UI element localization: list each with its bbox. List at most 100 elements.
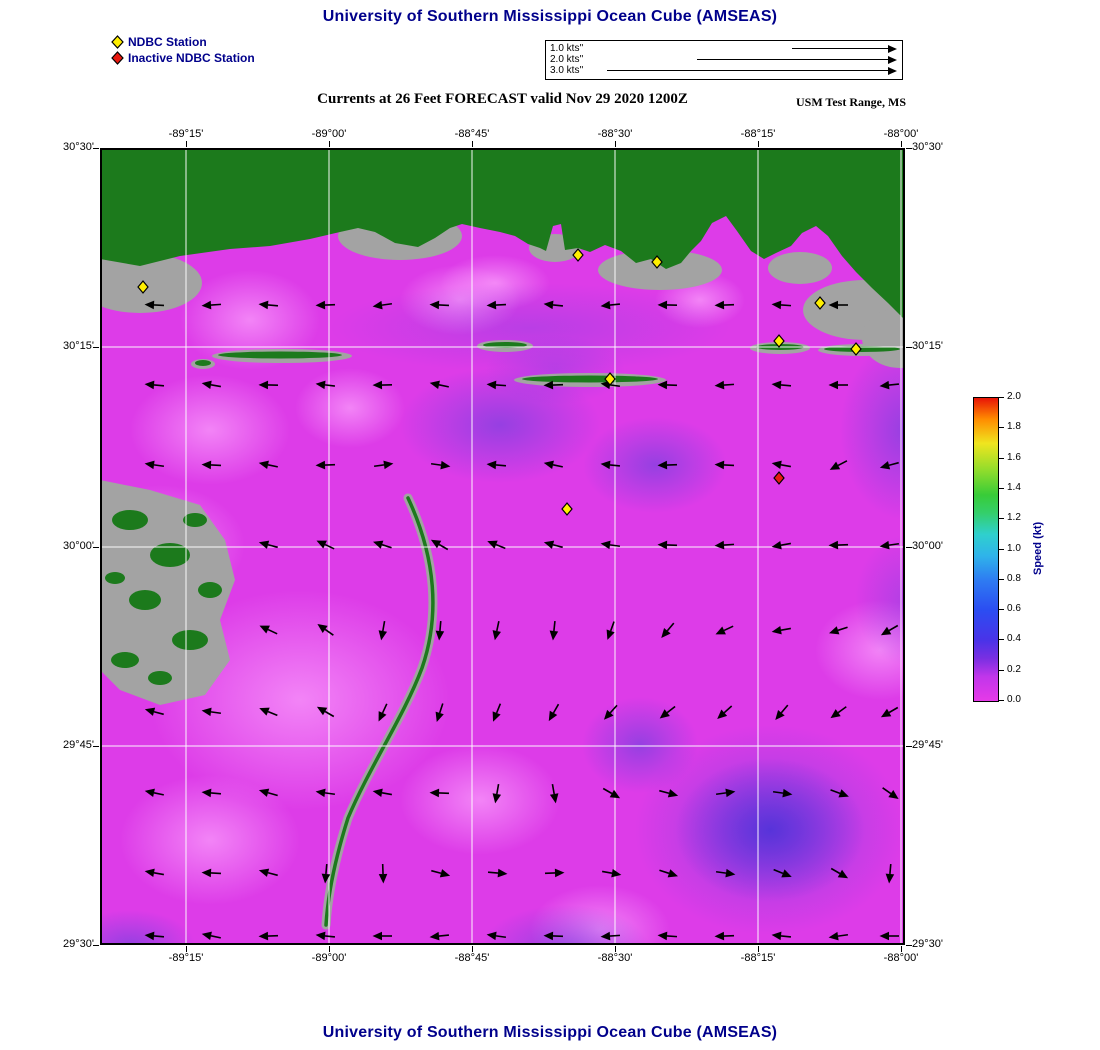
current-vector	[600, 931, 621, 941]
current-vector	[317, 623, 334, 636]
current-vector	[144, 931, 165, 941]
x-tick-label: -88°00'	[883, 952, 919, 964]
current-vector	[882, 787, 899, 800]
x-tick-label: -88°30'	[597, 128, 633, 140]
current-vector	[880, 624, 899, 636]
current-vector	[879, 540, 900, 550]
y-tick-label: 30°00'	[63, 540, 94, 552]
current-vector	[828, 300, 848, 310]
x-tick-label: -89°00'	[311, 128, 347, 140]
scale-row-2kt: 2.0 kts''	[546, 54, 902, 65]
legend-label-active: NDBC Station	[128, 35, 207, 49]
current-vector	[258, 788, 278, 797]
current-vector	[606, 621, 615, 640]
ndbc-station-marker	[850, 342, 862, 356]
current-vector	[828, 931, 849, 941]
current-vector	[543, 380, 564, 390]
current-vector	[315, 300, 336, 310]
y-tick-label: 30°30'	[63, 141, 94, 153]
current-vector	[879, 461, 899, 470]
tick-mark	[186, 946, 187, 952]
colorbar-axis-label: Speed (kt)	[1032, 521, 1044, 576]
current-vector	[201, 707, 222, 717]
legend-label-inactive: Inactive NDBC Station	[128, 51, 255, 65]
colorbar-tick-label: 0.6	[1007, 603, 1021, 615]
y-tick-label: 29°45'	[912, 739, 943, 751]
station-legend: NDBC Station Inactive NDBC Station	[110, 34, 255, 66]
current-vector	[492, 703, 502, 722]
colorbar-tick	[998, 700, 1004, 701]
x-tick-label: -88°15'	[740, 952, 776, 964]
bottom-title: University of Southern Mississippi Ocean…	[322, 1024, 778, 1041]
tick-mark	[93, 547, 99, 548]
colorbar-tick	[998, 427, 1004, 429]
tick-mark	[901, 946, 902, 952]
arrow-shaft	[607, 70, 890, 71]
arrowhead-icon	[888, 44, 897, 53]
arrowhead-icon	[888, 55, 897, 64]
colorbar-tick	[998, 487, 1004, 489]
current-vector	[378, 703, 388, 722]
tick-mark	[329, 946, 330, 952]
colorbar-tick	[998, 397, 1004, 398]
current-vector	[544, 868, 565, 878]
current-vector	[378, 620, 388, 641]
current-vector	[775, 704, 789, 721]
tick-mark	[906, 347, 912, 348]
current-vector	[201, 868, 222, 878]
current-vector	[714, 300, 735, 310]
current-vector	[543, 300, 564, 310]
current-vector	[714, 931, 735, 941]
current-vector	[373, 540, 392, 549]
current-vector	[435, 620, 445, 641]
scale-row-1kt: 1.0 kts''	[546, 43, 902, 54]
current-vector	[771, 380, 792, 390]
colorbar-tick-label: 2.0	[1007, 391, 1021, 402]
current-vector	[879, 380, 900, 390]
current-vectors-layer	[144, 300, 900, 941]
ndbc-station-marker	[814, 296, 826, 310]
current-vector	[201, 788, 222, 798]
current-vector	[430, 460, 451, 470]
current-vector	[829, 460, 848, 470]
current-vector	[486, 300, 507, 310]
current-vector	[258, 931, 279, 941]
inactive-ndbc-station-diamond-icon	[111, 51, 124, 65]
colorbar-tick	[998, 457, 1004, 459]
tick-mark	[93, 148, 99, 149]
current-vector	[144, 380, 165, 390]
colorbar-tick	[998, 669, 1004, 671]
y-tick-label: 30°15'	[63, 340, 94, 352]
current-vector	[543, 540, 563, 549]
current-vector	[201, 460, 222, 470]
forecast-subtitle: Currents at 26 Feet FORECAST valid Nov 2…	[317, 91, 688, 107]
current-vector	[549, 620, 559, 641]
colorbar-tick-label: 0.4	[1007, 633, 1021, 645]
colorbar-tick-label: 1.0	[1007, 542, 1021, 554]
current-vector	[492, 621, 501, 641]
tick-mark	[758, 946, 759, 952]
current-vector	[661, 622, 675, 639]
x-tick-label: -88°45'	[454, 128, 490, 140]
current-vector	[602, 787, 621, 799]
tick-mark	[186, 141, 187, 147]
current-vector	[316, 540, 335, 550]
current-vector	[258, 380, 279, 390]
current-vector	[487, 540, 506, 550]
arrowhead-icon	[888, 66, 897, 75]
current-vector	[771, 931, 792, 941]
current-vector	[378, 863, 388, 884]
current-vector	[771, 300, 792, 310]
tick-mark	[472, 946, 473, 952]
current-vector	[258, 300, 279, 310]
current-vector	[714, 540, 735, 550]
inactive-ndbc-station-marker	[773, 471, 785, 485]
x-tick-label: -89°15'	[168, 952, 204, 964]
arrow-shaft	[697, 59, 890, 60]
current-vector	[715, 788, 736, 798]
current-vector	[771, 625, 792, 635]
current-vector	[429, 788, 450, 798]
current-vector	[829, 626, 848, 635]
current-vector	[543, 931, 564, 941]
